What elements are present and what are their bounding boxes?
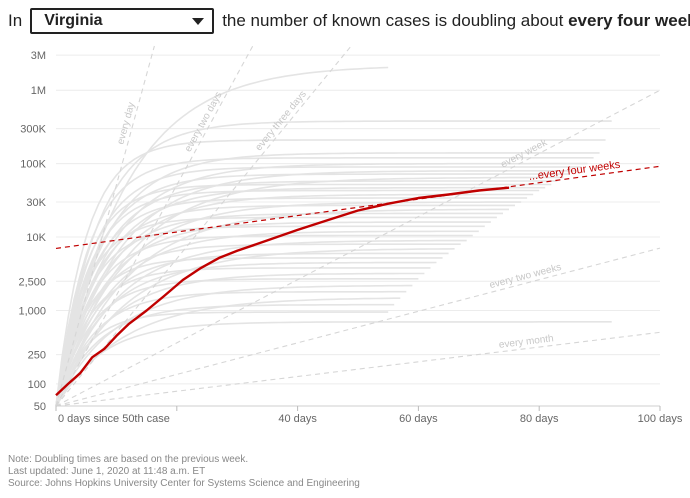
background-state-line [55,257,443,407]
y-tick-label: 100K [20,159,46,171]
footnotes: Note: Doubling times are based on the pr… [8,454,360,490]
background-state-line [55,303,395,407]
headline-emphasis: every four weeks [568,11,690,30]
background-state-line [55,212,503,407]
footnote-source: Source: Johns Hopkins University Center … [8,478,360,489]
background-state-line [55,183,552,407]
background-state-line [55,176,564,407]
x-tick-label: 100 days [638,413,683,425]
x-tick-label: 80 days [520,413,559,425]
background-state-line [55,166,582,407]
reference-line [55,331,661,407]
background-state-line [55,170,576,407]
state-select[interactable]: Virginia [30,8,215,34]
reference-line-label: every week [499,137,550,171]
background-state-line [55,297,401,407]
background-state-line [55,173,570,407]
x-tick-label: 40 days [278,413,317,425]
background-state-line [55,261,437,407]
highlight-series [55,186,510,397]
reference-line-label: every two days [183,90,225,154]
background-state-line [55,243,461,407]
y-tick-label: 300K [20,124,46,136]
reference-line-label: every day [115,101,137,146]
reference-line [55,45,352,407]
other-states-lines [55,66,612,407]
background-state-line [55,278,419,407]
background-state-line [55,221,491,407]
background-state-line [55,311,389,407]
x-tick-label: 60 days [399,413,438,425]
background-state-line [55,197,528,407]
y-tick-label: 2,500 [18,276,46,288]
background-state-line [55,189,540,407]
chevron-down-icon [192,17,205,25]
footnote-note: Note: Doubling times are based on the pr… [8,454,249,465]
y-tick-label: 50 [34,401,46,413]
background-state-line [55,152,600,407]
grid [56,54,660,407]
headline-sentence: the number of known cases is doubling ab… [222,11,564,30]
trend-label: ...every four weeks [528,159,622,183]
trend-line [55,165,661,250]
y-tick-label: 10K [26,232,46,244]
footnote-updated: Last updated: June 1, 2020 at 11:48 a.m.… [8,466,206,477]
background-state-line [55,248,455,407]
y-tick-label: 3M [31,50,46,62]
doubling-chart: every day every two days every three dayse… [18,45,683,425]
y-axis: 50 100 250 1,000 2,500 10K 30K 100K 300K 1M 3M [18,50,46,413]
reference-line [55,89,661,407]
x-axis: 0 days since 50th case 40 days 60 days 80 d… [55,405,683,425]
background-state-line [55,252,449,407]
background-state-line [55,321,612,407]
background-state-line [55,208,509,407]
y-tick-label: 1,000 [18,305,46,317]
state-select-value: Virginia [44,12,103,29]
background-state-line [55,139,606,407]
y-tick-label: 100 [28,379,46,391]
y-tick-label: 30K [26,197,46,209]
background-state-line [55,180,558,407]
background-state-line [55,225,485,407]
headline-prefix: In [8,11,23,30]
y-tick-label: 250 [28,350,46,362]
background-state-line [55,157,594,407]
x-tick-label: 0 days since 50th case [58,413,170,425]
reference-line-label: every two weeks [488,262,562,291]
reference-line-label: every month [498,333,554,351]
background-state-line [55,234,473,407]
reference-line [55,45,155,407]
background-state-line [55,267,431,407]
y-tick-label: 1M [31,85,46,97]
background-state-line [55,216,497,407]
background-state-line [55,186,546,407]
reference-line [55,247,661,407]
background-state-line [55,290,407,407]
background-state-line [55,230,479,407]
headline: In Virginia the number of known cases is… [8,6,690,36]
series-line [55,186,510,397]
